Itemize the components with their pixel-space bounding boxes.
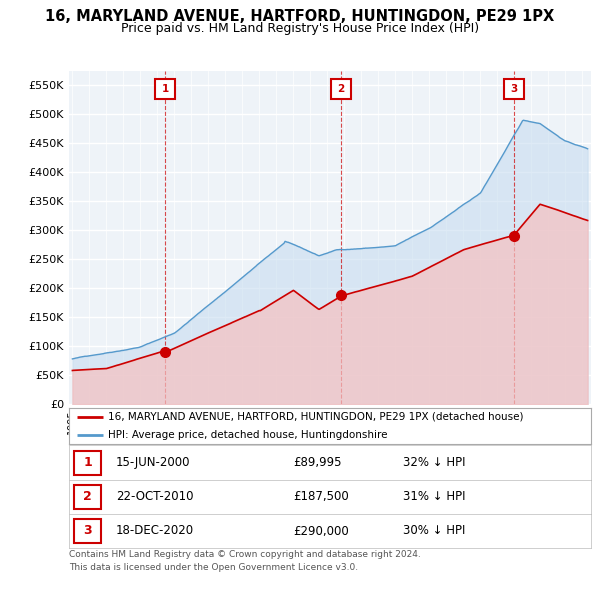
Text: 31% ↓ HPI: 31% ↓ HPI [403, 490, 466, 503]
Text: HPI: Average price, detached house, Huntingdonshire: HPI: Average price, detached house, Hunt… [108, 430, 388, 440]
Text: 18-DEC-2020: 18-DEC-2020 [116, 525, 194, 537]
Text: Contains HM Land Registry data © Crown copyright and database right 2024.
This d: Contains HM Land Registry data © Crown c… [69, 550, 421, 572]
Text: Price paid vs. HM Land Registry's House Price Index (HPI): Price paid vs. HM Land Registry's House … [121, 22, 479, 35]
Text: 30% ↓ HPI: 30% ↓ HPI [403, 525, 466, 537]
FancyBboxPatch shape [74, 485, 101, 509]
FancyBboxPatch shape [74, 451, 101, 474]
Text: 1: 1 [161, 84, 169, 94]
FancyBboxPatch shape [74, 519, 101, 543]
Text: 16, MARYLAND AVENUE, HARTFORD, HUNTINGDON, PE29 1PX (detached house): 16, MARYLAND AVENUE, HARTFORD, HUNTINGDO… [108, 412, 524, 422]
Text: 22-OCT-2010: 22-OCT-2010 [116, 490, 193, 503]
Text: 2: 2 [83, 490, 92, 503]
Text: 3: 3 [83, 525, 92, 537]
Text: 1: 1 [83, 456, 92, 469]
Text: 15-JUN-2000: 15-JUN-2000 [116, 456, 190, 469]
Text: £290,000: £290,000 [293, 525, 349, 537]
Text: 32% ↓ HPI: 32% ↓ HPI [403, 456, 466, 469]
Text: £89,995: £89,995 [293, 456, 342, 469]
Text: 3: 3 [510, 84, 517, 94]
Text: 16, MARYLAND AVENUE, HARTFORD, HUNTINGDON, PE29 1PX: 16, MARYLAND AVENUE, HARTFORD, HUNTINGDO… [46, 9, 554, 24]
Text: £187,500: £187,500 [293, 490, 349, 503]
Text: 2: 2 [338, 84, 345, 94]
